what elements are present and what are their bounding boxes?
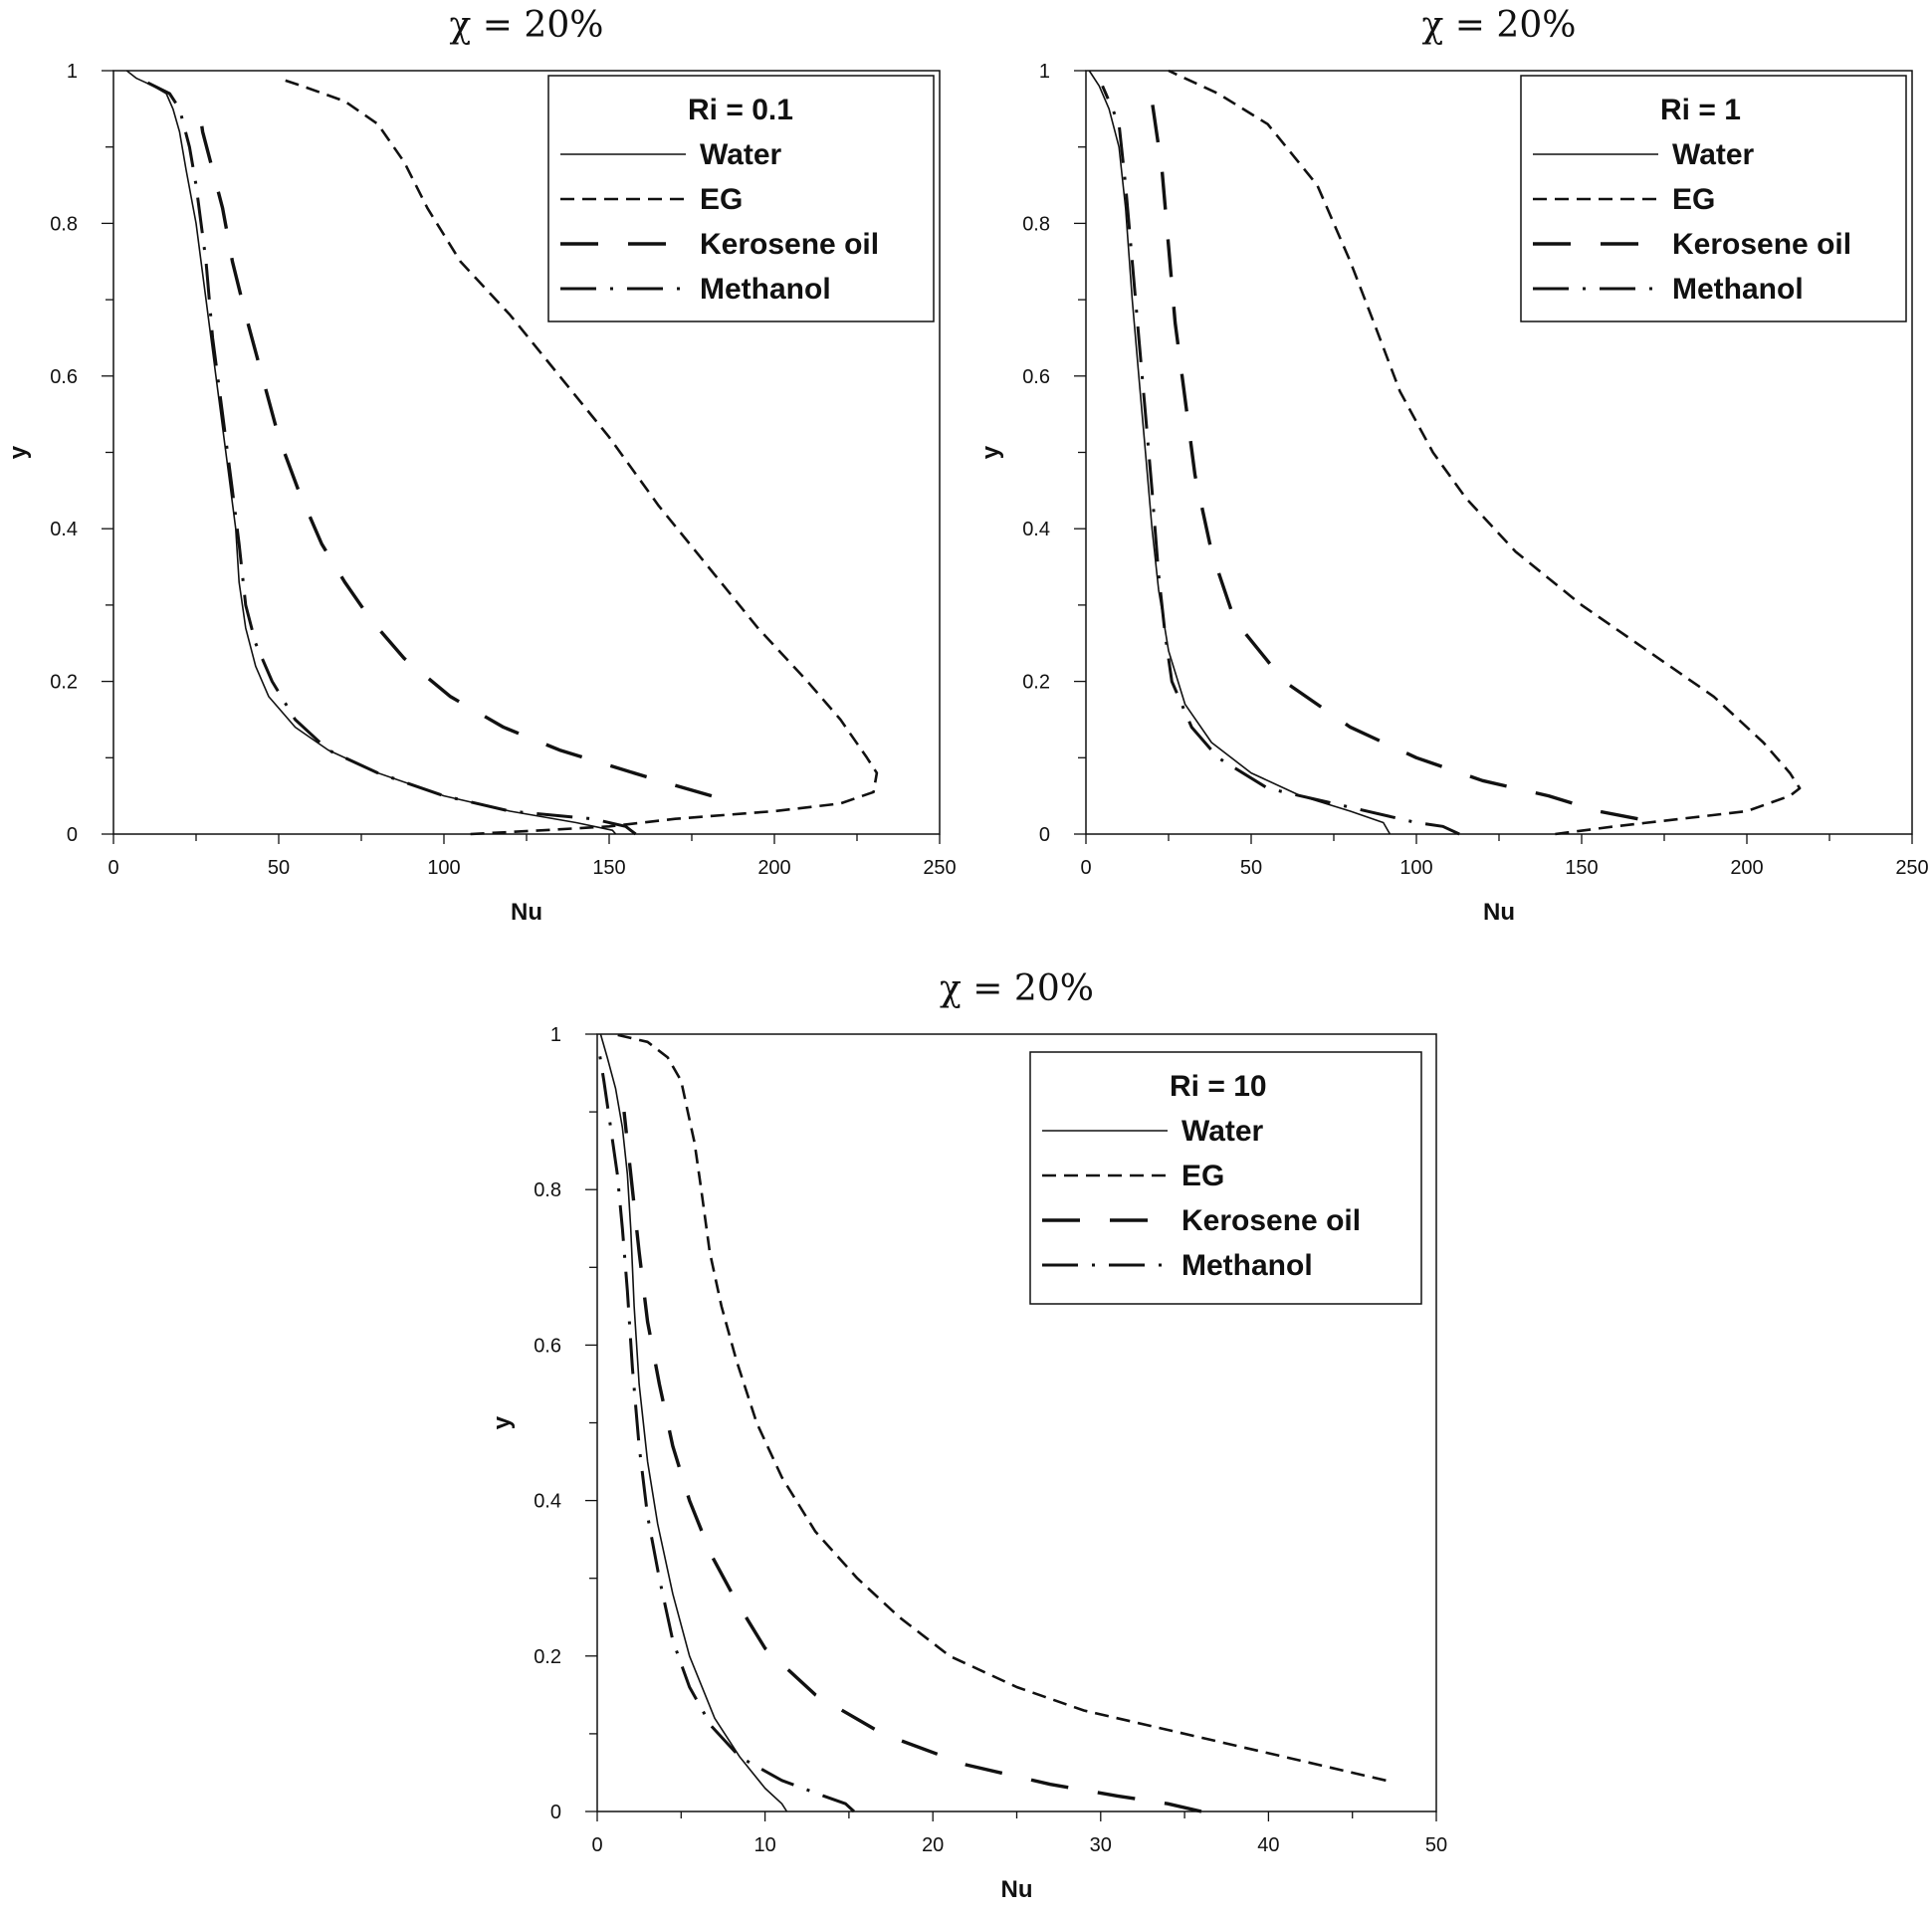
y-axis-label: y <box>5 445 32 459</box>
x-tick-label: 250 <box>923 857 956 879</box>
y-tick-label: 1 <box>67 61 78 83</box>
series-line-water <box>1088 70 1392 835</box>
x-tick-label: 50 <box>1425 1834 1447 1856</box>
x-tick-label: 30 <box>1090 1834 1112 1856</box>
y-tick-label: 0 <box>1039 824 1050 846</box>
legend: Ri = 0.1 Water EG Kerosene oil Methanol <box>547 75 935 322</box>
x-tick-label: 50 <box>268 857 290 879</box>
series-line-eg <box>613 1032 1387 1783</box>
legend-label: Kerosene oil <box>700 228 879 261</box>
x-axis-label: Nu <box>511 899 542 926</box>
x-tick-label: 20 <box>922 1834 944 1856</box>
legend-title: Ri = 10 <box>1170 1070 1267 1103</box>
legend-title: Ri = 0.1 <box>688 94 793 126</box>
y-tick-label: 0.8 <box>534 1179 561 1201</box>
series-line-kerosene-oil <box>197 108 713 798</box>
legend-label: Kerosene oil <box>1672 228 1851 261</box>
y-tick-label: 0.4 <box>534 1491 561 1513</box>
legend-label: Water <box>1672 138 1755 171</box>
legend: Ri = 1 Water EG Kerosene oil Methanol <box>1520 75 1907 322</box>
legend-label: Water <box>1181 1115 1264 1148</box>
series-line-water <box>599 1033 788 1812</box>
x-tick-label: 0 <box>107 857 118 879</box>
x-tick-label: 0 <box>1080 857 1091 879</box>
x-tick-label: 40 <box>1257 1834 1279 1856</box>
legend: Ri = 10 Water EG Kerosene oil Methanol <box>1029 1051 1422 1305</box>
y-tick-label: 1 <box>1039 61 1050 83</box>
y-tick-label: 0.6 <box>1022 366 1050 388</box>
x-tick-label: 150 <box>1565 857 1598 879</box>
x-tick-label: 250 <box>1895 857 1928 879</box>
series-line-eg <box>1168 69 1802 836</box>
x-tick-label: 10 <box>753 1834 775 1856</box>
y-tick-label: 0.8 <box>50 213 78 235</box>
chart-panel-ri-1: χ = 20% 0 50 100 150 200 250 0 0.2 0.4 0.6 0.8 1 Nu y R… <box>977 5 1929 926</box>
y-axis-label: y <box>489 1415 516 1429</box>
y-tick-label: 0.6 <box>50 366 78 388</box>
legend-label: EG <box>1181 1160 1224 1192</box>
series-line-methanol <box>597 1049 856 1813</box>
legend-label: Kerosene oil <box>1181 1204 1361 1237</box>
chart-panel-ri-0-1: χ = 20% 0 50 100 150 200 250 0 0.2 0.4 0.6 0.8 1 Nu y R… <box>5 5 957 926</box>
y-tick-label: 0.2 <box>534 1646 561 1668</box>
y-tick-label: 0.4 <box>50 519 78 540</box>
legend-label: Methanol <box>1672 273 1804 306</box>
series-line-methanol <box>145 81 637 836</box>
y-tick-label: 0 <box>67 824 78 846</box>
x-axis-label: Nu <box>1483 899 1515 926</box>
legend-label: EG <box>700 183 743 216</box>
y-tick-label: 0.2 <box>50 672 78 694</box>
x-tick-label: 100 <box>427 857 460 879</box>
legend-box <box>1029 1051 1422 1305</box>
legend-label: Methanol <box>700 273 831 306</box>
x-tick-label: 50 <box>1240 857 1262 879</box>
y-tick-label: 0 <box>550 1802 561 1823</box>
chart-title: χ = 20% <box>1422 5 1577 46</box>
x-axis-label: Nu <box>1001 1876 1033 1903</box>
legend-label: Water <box>700 138 782 171</box>
series-line-kerosene-oil <box>622 1111 1202 1813</box>
chart-title: χ = 20% <box>450 5 604 46</box>
x-tick-label: 200 <box>757 857 790 879</box>
series-line-eg <box>278 77 879 836</box>
x-tick-label: 0 <box>591 1834 602 1856</box>
y-tick-label: 0.4 <box>1022 519 1050 540</box>
x-tick-label: 100 <box>1399 857 1432 879</box>
x-tick-label: 200 <box>1730 857 1763 879</box>
y-axis-label: y <box>977 445 1004 459</box>
y-tick-label: 1 <box>550 1024 561 1046</box>
y-tick-label: 0.8 <box>1022 213 1050 235</box>
series-line-kerosene-oil <box>1150 101 1638 821</box>
legend-label: EG <box>1672 183 1715 216</box>
legend-title: Ri = 1 <box>1660 94 1741 126</box>
series-line-methanol <box>1101 85 1460 836</box>
y-tick-label: 0.6 <box>534 1335 561 1357</box>
x-tick-label: 150 <box>592 857 625 879</box>
legend-label: Methanol <box>1181 1249 1313 1282</box>
series-line-water <box>125 70 617 835</box>
chart-title: χ = 20% <box>940 968 1094 1009</box>
y-tick-label: 0.2 <box>1022 672 1050 694</box>
chart-panel-ri-10: χ = 20% 0 10 20 30 40 50 0 0.2 0.4 0.6 0.8 1 Nu y Ri = … <box>489 968 1447 1903</box>
